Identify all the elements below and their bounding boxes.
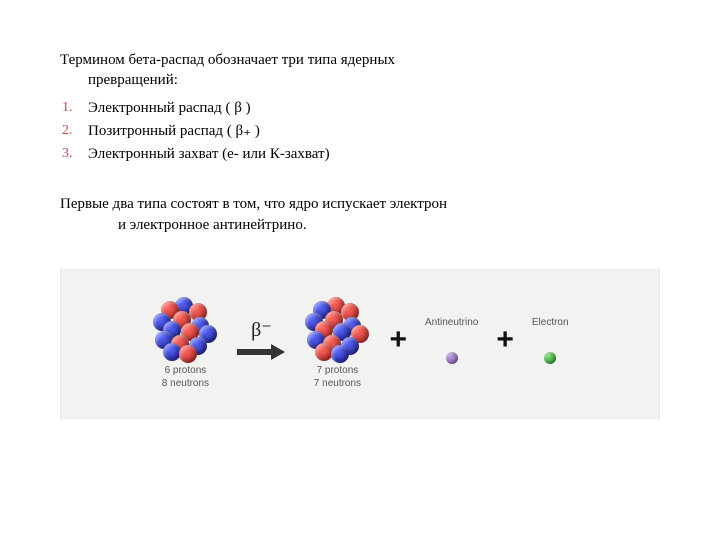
arrow-icon: [237, 344, 285, 360]
intro-line1: Термином бета-распад обозначает три типа…: [60, 52, 395, 68]
decay-arrow: β⁻: [237, 317, 285, 360]
list-item: 2. Позитронный распад ( β₊ ): [60, 120, 660, 143]
decay-types-list: 1. Электронный распад ( β ) 2. Позитронн…: [60, 97, 660, 167]
list-item: 1. Электронный распад ( β ): [60, 97, 660, 120]
electron-label: Electron: [532, 317, 569, 328]
list-text: Электронный захват (е- или К-захват): [88, 146, 330, 162]
list-number: 3.: [62, 143, 73, 165]
antineutrino-icon: [446, 352, 458, 364]
nucleus-before-graphic: [151, 297, 219, 359]
diagram-row: 6 protons 8 neutrons β⁻: [61, 297, 659, 390]
nucleus-after: 7 protons 7 neutrons: [303, 297, 371, 390]
list-number: 1.: [62, 97, 73, 119]
electron-block: Electron: [532, 317, 569, 364]
list-item: 3. Электронный захват (е- или К-захват): [60, 143, 660, 166]
explanation-paragraph: Первые два типа состоят в том, что ядро …: [60, 194, 660, 235]
antineutrino-label: Antineutrino: [425, 317, 478, 328]
electron-icon: [544, 352, 556, 364]
nucleus-before-caption: 6 protons 8 neutrons: [162, 365, 209, 390]
beta-decay-diagram: 6 protons 8 neutrons β⁻: [60, 269, 660, 419]
nucleus-before: 6 protons 8 neutrons: [151, 297, 219, 390]
beta-symbol: β⁻: [251, 317, 272, 342]
plus-icon: +: [496, 323, 514, 357]
intro-line2: превращений:: [60, 72, 178, 88]
antineutrino-block: Antineutrino: [425, 317, 478, 364]
nucleus-after-caption: 7 protons 7 neutrons: [314, 365, 361, 390]
list-text: Позитронный распад ( β₊ ): [88, 123, 260, 139]
list-number: 2.: [62, 120, 73, 142]
intro-paragraph: Термином бета-распад обозначает три типа…: [60, 50, 660, 91]
para2-line2: и электронное антинейтрино.: [60, 217, 307, 233]
list-text: Электронный распад ( β ): [88, 100, 251, 116]
nucleus-after-graphic: [303, 297, 371, 359]
plus-icon: +: [389, 323, 407, 357]
para2-line1: Первые два типа состоят в том, что ядро …: [60, 196, 447, 212]
